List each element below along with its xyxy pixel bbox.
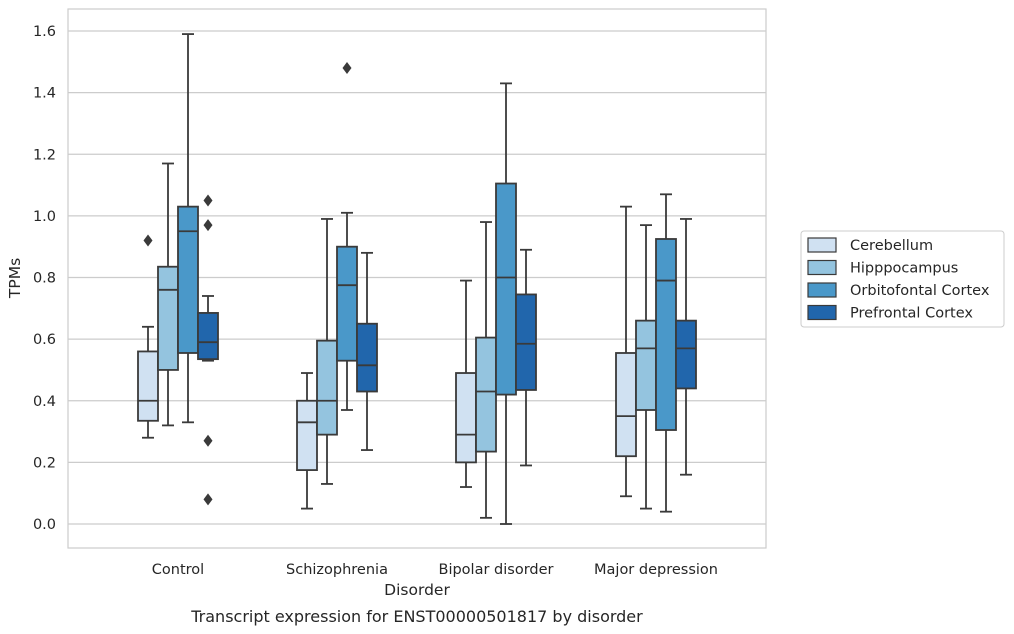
legend-swatch <box>807 237 837 253</box>
box-group <box>356 251 378 451</box>
x-tick-labels: Control Schizophrenia Bipolar disorder Majo… <box>152 562 718 578</box>
y-tick-label: 1.4 <box>33 86 56 102</box>
box-group <box>635 224 657 510</box>
box-group <box>157 162 179 427</box>
y-tick-labels: 0.0 0.2 0.4 0.6 0.8 1.0 1.2 1.4 1.6 <box>33 24 56 533</box>
box-group <box>455 279 477 488</box>
legend-label: Prefrontal Cortex <box>850 306 973 322</box>
chart-caption: Transcript expression for ENST0000050181… <box>190 607 643 626</box>
y-tick-label: 0.4 <box>33 394 56 410</box>
box-group <box>475 221 497 519</box>
iqr-box <box>356 322 378 393</box>
plot-area <box>67 8 767 549</box>
legend-swatch <box>807 259 837 276</box>
legend-label: Cerebellum <box>850 238 933 254</box>
y-tick-label: 0.2 <box>33 455 56 471</box>
y-tick-label: 1.6 <box>33 24 56 40</box>
box-group <box>296 372 318 510</box>
legend-label: Orbitofontal Cortex <box>850 283 990 299</box>
outlier-point <box>203 219 213 232</box>
iqr-box <box>157 265 179 371</box>
iqr-box <box>675 319 697 390</box>
iqr-box <box>316 339 338 436</box>
box-group <box>137 234 159 439</box>
box-group <box>515 248 537 467</box>
iqr-box <box>475 336 497 453</box>
box-group <box>197 194 219 506</box>
y-tick-label: 0.0 <box>33 517 56 533</box>
box-group <box>655 193 677 513</box>
iqr-box <box>177 205 199 354</box>
outlier-point <box>203 434 213 447</box>
iqr-box <box>655 238 677 431</box>
box-group <box>336 61 358 411</box>
iqr-box <box>635 319 657 411</box>
outlier-point <box>143 234 153 247</box>
outlier-point <box>203 493 213 506</box>
x-tick-label: Major depression <box>594 562 718 578</box>
iqr-box <box>137 350 159 422</box>
box-group <box>495 82 517 525</box>
x-tick-label: Control <box>152 562 204 578</box>
box-group <box>615 205 637 498</box>
box-group <box>316 218 338 485</box>
legend-frame <box>800 230 1005 328</box>
legend-swatch <box>807 304 837 321</box>
box-plots <box>137 33 697 525</box>
iqr-box <box>197 312 219 361</box>
y-tick-label: 0.6 <box>33 332 56 348</box>
box-group <box>675 218 697 476</box>
iqr-box <box>296 399 318 471</box>
legend-swatch <box>807 282 837 298</box>
iqr-box <box>455 372 477 464</box>
x-tick-label: Bipolar disorder <box>439 562 554 578</box>
box-group <box>177 33 199 424</box>
legend: Cerebellum Hipppocampus Orbitofontal Corte… <box>800 230 1005 328</box>
outlier-point <box>203 194 213 207</box>
x-axis-label: Disorder <box>384 581 450 599</box>
y-tick-label: 1.2 <box>33 147 56 163</box>
x-tick-label: Schizophrenia <box>286 562 388 578</box>
iqr-box <box>495 182 517 396</box>
y-tick-label: 0.8 <box>33 271 56 287</box>
y-axis-label: TPMs <box>6 258 24 299</box>
outlier-point <box>342 61 352 74</box>
iqr-box <box>615 352 637 458</box>
iqr-box <box>336 245 358 362</box>
legend-label: Hipppocampus <box>850 261 958 277</box>
iqr-box <box>515 293 537 391</box>
y-tick-label: 1.0 <box>33 209 56 225</box>
